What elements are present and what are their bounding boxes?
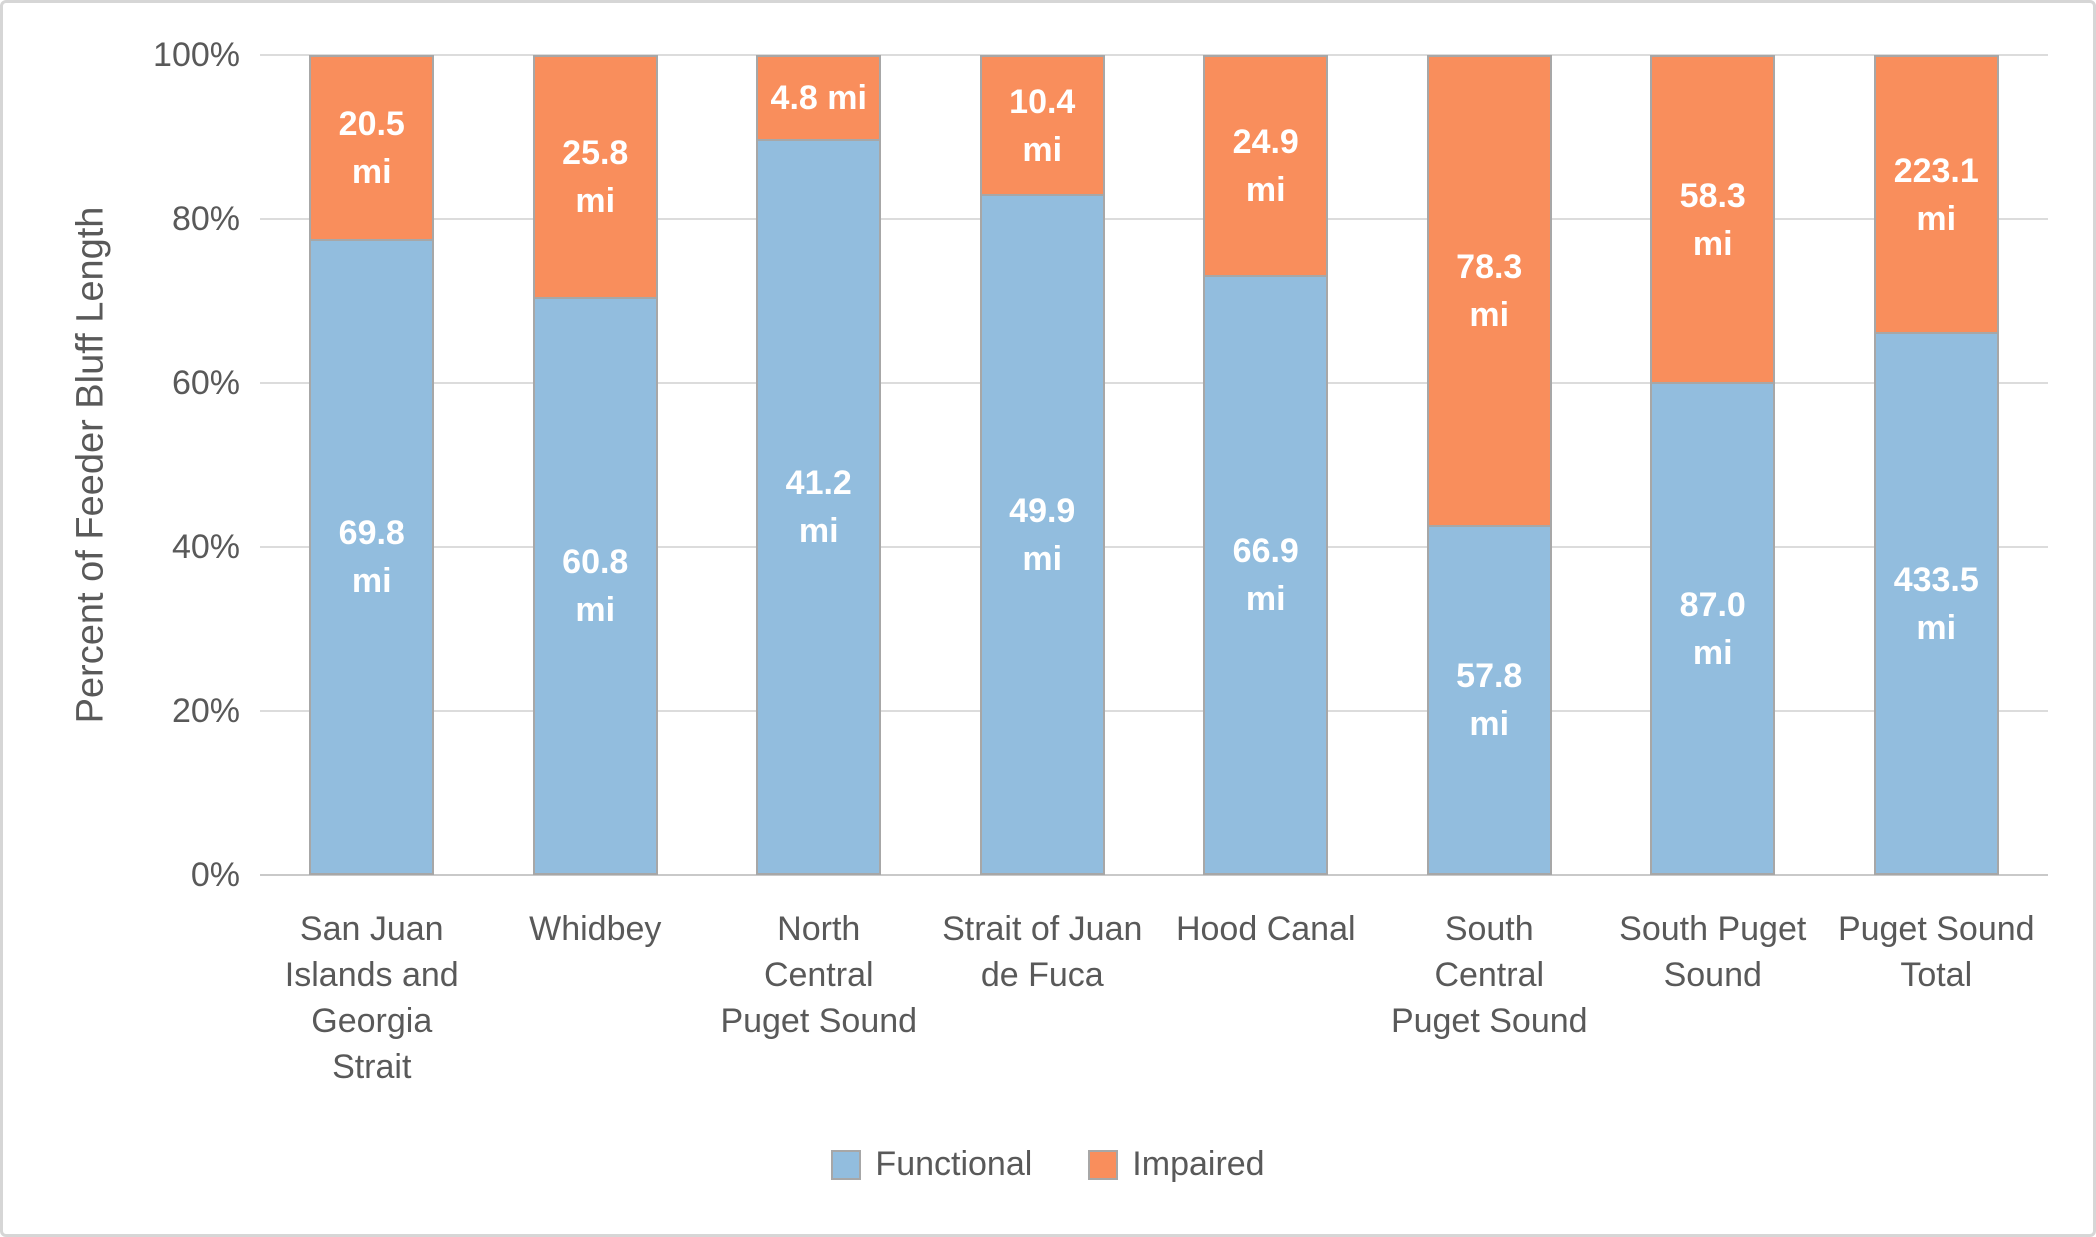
gridline <box>260 710 2048 712</box>
gridline <box>260 546 2048 548</box>
segment-functional: 57.8 mi <box>1426 527 1552 875</box>
legend: Functional Impaired <box>3 1145 2093 1184</box>
impaired-value-label: 223.1 mi <box>1893 151 1979 238</box>
segment-impaired: 25.8 mi <box>532 55 658 299</box>
legend-swatch-impaired <box>1088 1149 1119 1180</box>
bar-1: 20.5 mi 69.8 mi <box>309 55 435 875</box>
x-category-label: Strait of Juan de Fuca <box>942 910 1143 994</box>
functional-value-label: 66.9 mi <box>1232 532 1299 618</box>
impaired-value-label: 10.4 mi <box>1009 82 1076 169</box>
bar-7: 58.3 mi 87.0 mi <box>1650 55 1776 875</box>
segment-impaired: 78.3 mi <box>1426 55 1552 527</box>
segment-impaired: 4.8 mi <box>756 55 882 141</box>
segment-functional: 433.5 mi <box>1873 334 1999 875</box>
legend-label: Functional <box>875 1145 1033 1183</box>
y-tick-label: 20% <box>171 692 240 730</box>
gridline <box>260 218 2048 220</box>
segment-impaired: 10.4 mi <box>979 55 1105 196</box>
segment-functional: 66.9 mi <box>1203 277 1329 875</box>
bar-2: 25.8 mi 60.8 mi <box>532 55 658 875</box>
segment-functional: 87.0 mi <box>1650 384 1776 875</box>
segment-impaired: 58.3 mi <box>1650 55 1776 384</box>
segment-impaired: 223.1 mi <box>1873 55 1999 334</box>
impaired-value-label: 78.3 mi <box>1456 248 1523 334</box>
x-category-label: South Puget Sound <box>1619 910 1807 994</box>
x-category-label: South Central Puget Sound <box>1390 910 1588 1040</box>
plot-area: 20.5 mi 69.8 mi 25.8 mi 60.8 mi 4.8 mi 41.2 m… <box>260 54 2048 876</box>
y-tick-label: 100% <box>153 36 240 74</box>
functional-value-label: 41.2 mi <box>785 464 852 550</box>
x-category-label: North Central Puget Sound <box>720 910 918 1040</box>
segment-impaired: 24.9 mi <box>1203 55 1329 277</box>
y-axis-title: Percent of Feeder Bluff Length <box>69 206 112 724</box>
bar-8: 223.1 mi 433.5 mi <box>1873 55 1999 875</box>
x-category-label: Hood Canal <box>1175 910 1356 948</box>
impaired-value-label: 20.5 mi <box>338 105 405 191</box>
x-category-label: Puget Sound Total <box>1837 910 2035 994</box>
legend-label: Impaired <box>1132 1145 1265 1183</box>
x-category-label: San Juan Islands and Georgia Strait <box>284 910 459 1086</box>
functional-value-label: 49.9 mi <box>1009 491 1076 578</box>
functional-value-label: 60.8 mi <box>562 543 629 629</box>
y-tick-label: 80% <box>171 200 240 238</box>
legend-item-functional: Functional <box>831 1145 1032 1184</box>
y-tick-label: 0% <box>190 856 240 894</box>
y-tick-label: 60% <box>171 364 240 402</box>
impaired-value-label: 24.9 mi <box>1232 123 1299 209</box>
segment-impaired: 20.5 mi <box>309 55 435 241</box>
y-tick-label: 40% <box>171 528 240 566</box>
segment-functional: 49.9 mi <box>979 196 1105 875</box>
x-category-label: Whidbey <box>529 910 662 948</box>
bar-5: 24.9 mi 66.9 mi <box>1203 55 1329 875</box>
functional-value-label: 433.5 mi <box>1893 560 1979 647</box>
functional-value-label: 87.0 mi <box>1679 585 1746 672</box>
functional-value-label: 69.8 mi <box>338 514 405 600</box>
segment-functional: 69.8 mi <box>309 241 435 875</box>
impaired-value-label: 4.8 mi <box>770 79 867 117</box>
impaired-value-label: 25.8 mi <box>562 134 629 220</box>
bar-6: 78.3 mi 57.8 mi <box>1426 55 1552 875</box>
bar-3: 4.8 mi 41.2 mi <box>756 55 882 875</box>
segment-functional: 41.2 mi <box>756 141 882 875</box>
gridline <box>260 382 2048 384</box>
legend-item-impaired: Impaired <box>1088 1145 1265 1184</box>
impaired-value-label: 58.3 mi <box>1679 176 1746 263</box>
legend-swatch-functional <box>831 1149 862 1180</box>
x-axis-line <box>260 874 2048 876</box>
functional-value-label: 57.8 mi <box>1456 657 1523 743</box>
gridline <box>260 54 2048 56</box>
segment-functional: 60.8 mi <box>532 299 658 875</box>
bar-4: 10.4 mi 49.9 mi <box>979 55 1105 875</box>
